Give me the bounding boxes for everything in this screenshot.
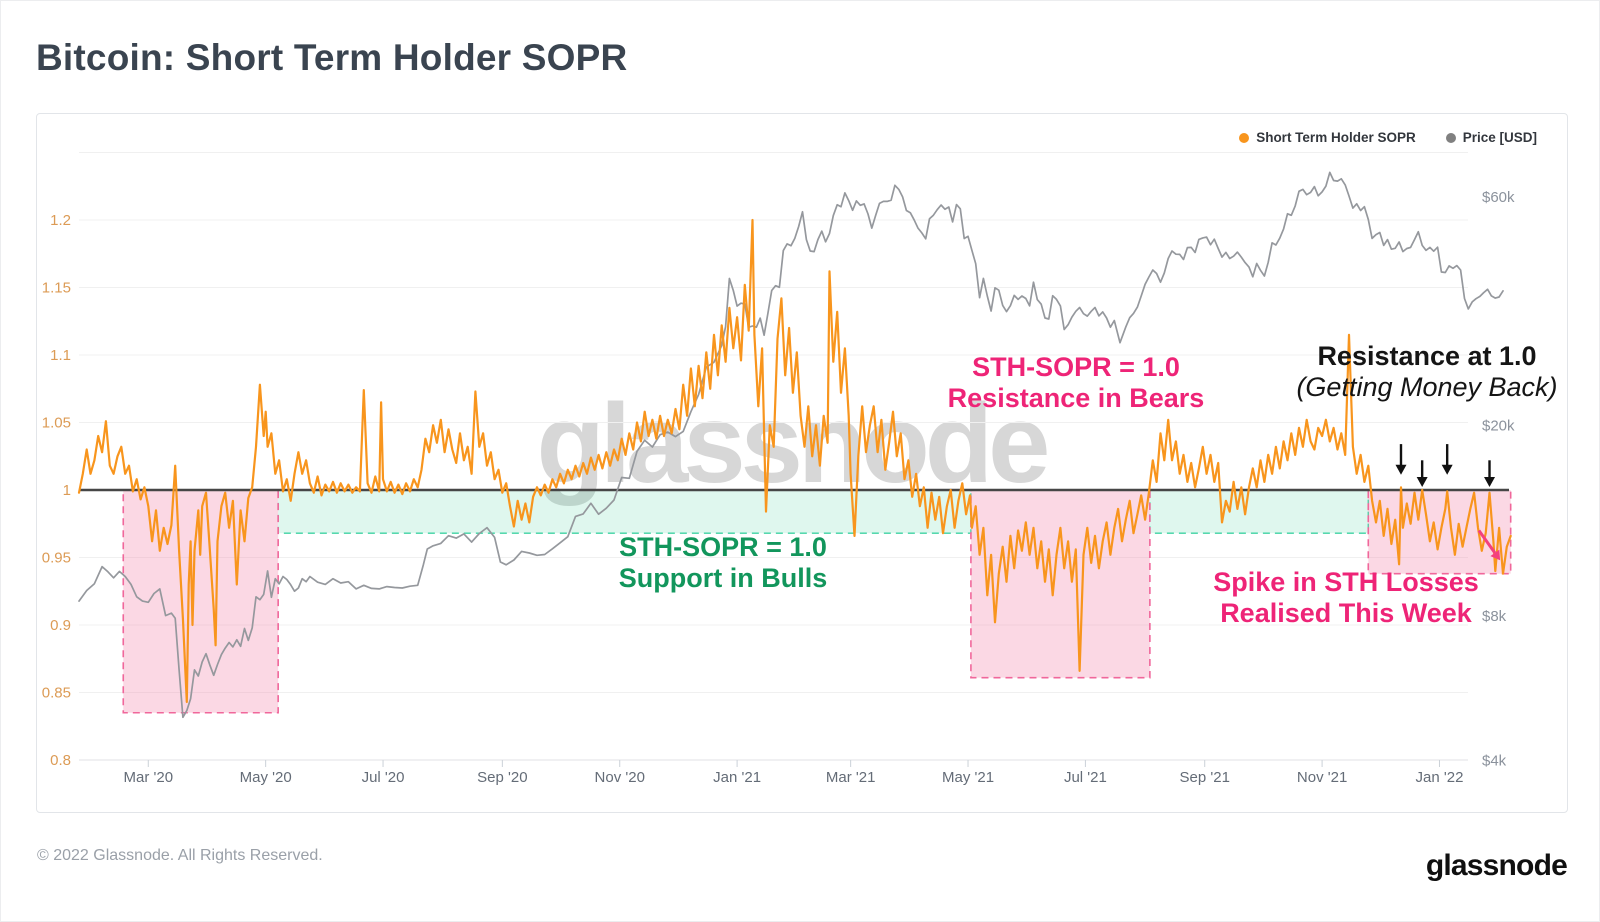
- annotation-resistance-at-1: Resistance at 1.0 (Getting Money Back): [1272, 341, 1582, 403]
- copyright-text: © 2022 Glassnode. All Rights Reserved.: [37, 847, 323, 864]
- annotation-line: Resistance in Bears: [947, 383, 1205, 413]
- price-series-dot-icon: [1445, 132, 1456, 143]
- annotation-spike-in-sth-losses: Spike in STH Losses Realised This Week: [1191, 567, 1501, 629]
- page-title: Bitcoin: Short Term Holder SOPR: [36, 37, 628, 78]
- annotation-resistance-in-bears: STH-SOPR = 1.0 Resistance in Bears: [921, 352, 1231, 414]
- sopr-series-dot-icon: [1239, 132, 1250, 143]
- chart-legend: Short Term Holder SOPR Price [USD]: [1239, 130, 1537, 145]
- legend-item-sth-sopr[interactable]: Short Term Holder SOPR: [1239, 130, 1416, 145]
- chart-card: [36, 113, 1568, 813]
- annotation-line: (Getting Money Back): [1296, 372, 1558, 402]
- legend-item-price[interactable]: Price [USD]: [1445, 130, 1537, 145]
- legend-label-price: Price [USD]: [1462, 130, 1537, 145]
- annotation-line: Realised This Week: [1220, 598, 1472, 628]
- annotation-line: Resistance at 1.0: [1317, 341, 1537, 371]
- annotation-line: STH-SOPR = 1.0: [619, 532, 827, 562]
- annotation-line: STH-SOPR = 1.0: [972, 352, 1180, 382]
- annotation-line: Spike in STH Losses: [1213, 567, 1479, 597]
- annotation-support-in-bulls: STH-SOPR = 1.0 Support in Bulls: [568, 532, 878, 594]
- glassnode-logo: glassnode: [1425, 849, 1568, 882]
- annotation-line: Support in Bulls: [618, 563, 828, 593]
- legend-label-sopr: Short Term Holder SOPR: [1256, 130, 1416, 145]
